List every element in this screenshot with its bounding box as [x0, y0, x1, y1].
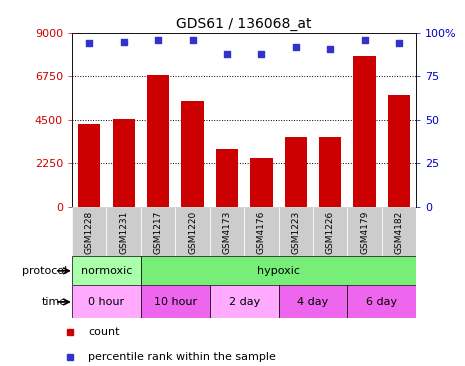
Bar [147, 75, 169, 207]
Text: GSM4182: GSM4182 [394, 211, 404, 254]
Text: protocol: protocol [22, 266, 67, 276]
Bar [175, 207, 210, 256]
Bar [141, 207, 175, 256]
Point [120, 39, 127, 45]
Bar [319, 137, 341, 207]
Point [258, 51, 265, 57]
Bar [285, 137, 307, 207]
Text: count: count [88, 327, 120, 337]
Bar [72, 256, 141, 285]
Text: time: time [42, 297, 67, 307]
Bar [210, 207, 244, 256]
Text: normoxic: normoxic [81, 266, 132, 276]
Bar [113, 119, 135, 207]
Text: GSM1231: GSM1231 [119, 211, 128, 254]
Text: 4 day: 4 day [297, 297, 329, 307]
Bar [216, 149, 238, 207]
Point [292, 44, 299, 50]
Point [86, 41, 93, 46]
Text: GSM4179: GSM4179 [360, 211, 369, 254]
Bar [244, 207, 279, 256]
Bar [279, 207, 313, 256]
Point [326, 46, 334, 52]
Bar [388, 95, 410, 207]
Text: 0 hour: 0 hour [88, 297, 125, 307]
Bar [210, 285, 279, 318]
Bar [382, 207, 416, 256]
Bar [313, 207, 347, 256]
Text: 2 day: 2 day [228, 297, 260, 307]
Text: 10 hour: 10 hour [154, 297, 197, 307]
Bar [353, 56, 376, 207]
Text: percentile rank within the sample: percentile rank within the sample [88, 352, 276, 362]
Point [154, 37, 162, 43]
Text: GSM1223: GSM1223 [291, 211, 300, 254]
Text: 6 day: 6 day [366, 297, 397, 307]
Bar [279, 285, 347, 318]
Text: GSM1217: GSM1217 [153, 211, 163, 254]
Bar [106, 207, 141, 256]
Text: GSM1226: GSM1226 [326, 211, 335, 254]
Text: GSM4173: GSM4173 [222, 211, 232, 254]
Bar [72, 207, 106, 256]
Bar [141, 285, 210, 318]
Text: GSM1220: GSM1220 [188, 211, 197, 254]
Point [223, 51, 231, 57]
Title: GDS61 / 136068_at: GDS61 / 136068_at [176, 16, 312, 30]
Point [395, 41, 403, 46]
Text: hypoxic: hypoxic [257, 266, 300, 276]
Bar [72, 285, 141, 318]
Text: GSM4176: GSM4176 [257, 211, 266, 254]
Bar [347, 285, 416, 318]
Bar [347, 207, 382, 256]
Bar [250, 158, 272, 207]
Text: GSM1228: GSM1228 [85, 211, 94, 254]
Point [189, 37, 196, 43]
Bar [141, 256, 416, 285]
Bar [78, 124, 100, 207]
Bar [181, 101, 204, 207]
Point [361, 37, 368, 43]
